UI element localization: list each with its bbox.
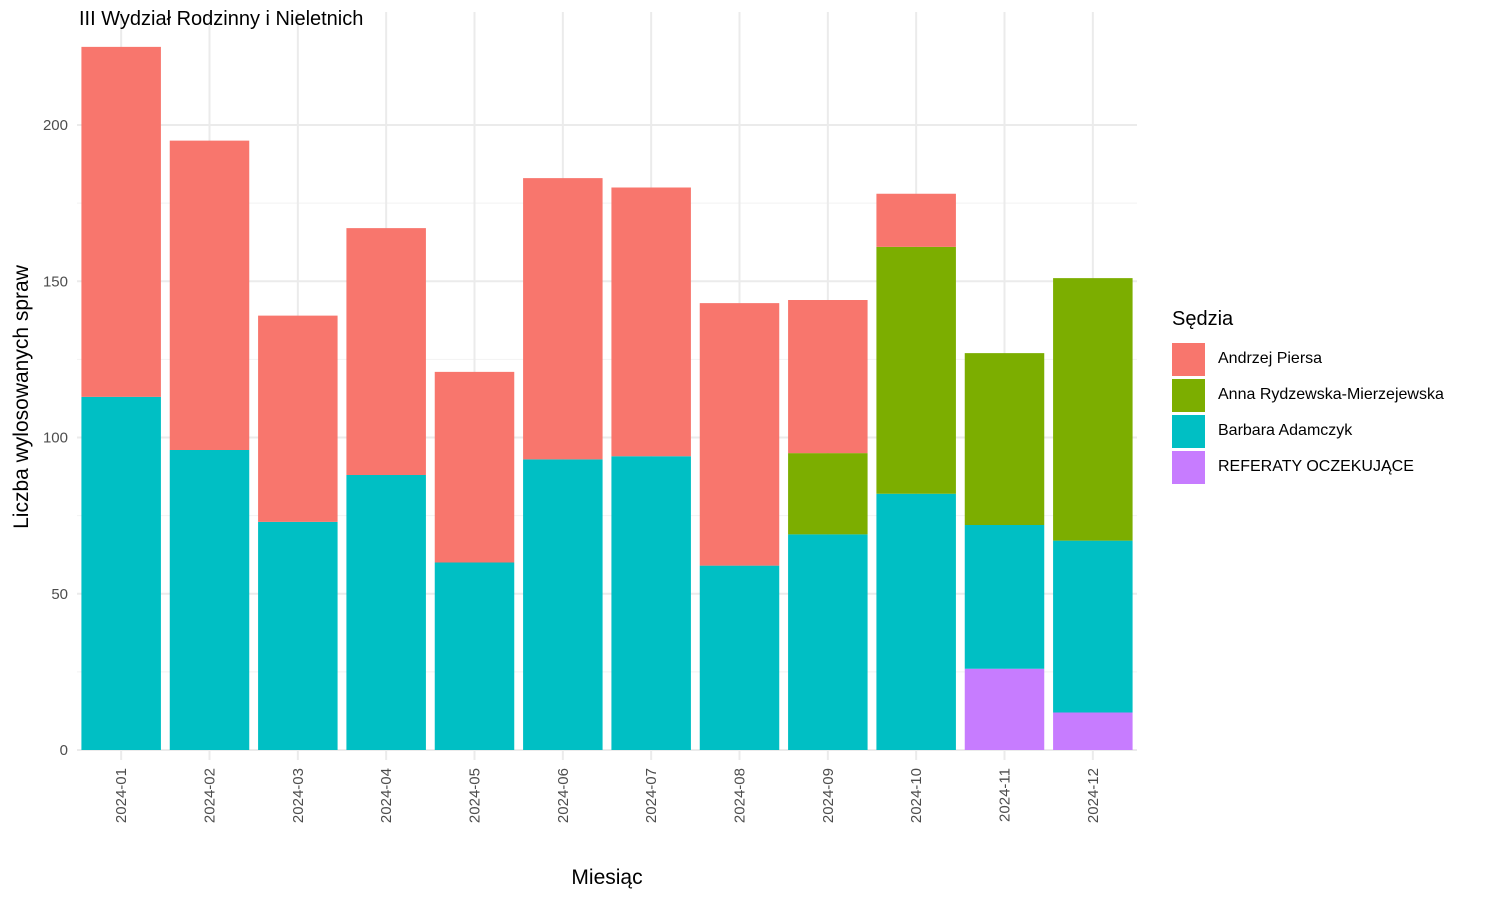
bar-segment: [258, 315, 338, 522]
x-tick-label: 2024-06: [555, 768, 572, 823]
legend-key: [1172, 378, 1205, 412]
bar-segment: [964, 668, 1045, 750]
legend-label: REFERATY OCZEKUJĄCE: [1218, 458, 1414, 475]
bars: [81, 46, 1133, 750]
bar-segment: [699, 565, 780, 750]
x-tick-label: 2024-09: [820, 768, 837, 823]
bar-segment: [611, 456, 691, 750]
bar-segment: [1053, 540, 1133, 713]
x-tick-label: 2024-03: [290, 768, 307, 823]
x-tick-label: 2024-08: [732, 768, 749, 823]
x-tick-label: 2024-11: [997, 768, 1014, 822]
legend-label: Barbara Adamczyk: [1218, 422, 1353, 439]
bar-segment: [523, 459, 603, 750]
bar-segment: [169, 450, 250, 750]
x-tick-label: 2024-02: [202, 768, 219, 823]
x-tick-labels: 2024-01 2024-02 2024-03 2024-04 2024-05 2024-…: [113, 768, 1102, 823]
bar-segment: [788, 453, 868, 535]
legend: Sędzia Andrzej Piersa Anna Rydzewska-Mier…: [1172, 308, 1444, 485]
bar-segment: [434, 371, 515, 563]
bar-segment: [258, 521, 338, 750]
legend-title: Sędzia: [1172, 308, 1234, 330]
legend-item: Barbara Adamczyk: [1172, 413, 1444, 449]
chart-title: III Wydział Rodzinny i Nieletnich: [79, 8, 364, 30]
y-tick-label: 150: [43, 273, 68, 290]
bar-segment: [81, 396, 161, 750]
bar-segment: [1053, 712, 1133, 750]
legend-label: Anna Rydzewska-Mierzejewska: [1218, 386, 1444, 403]
y-tick-label: 50: [51, 586, 68, 603]
legend-label: Andrzej Piersa: [1218, 350, 1323, 367]
bar-segment: [434, 562, 515, 750]
bar-segment: [699, 303, 780, 566]
bar-segment: [964, 353, 1045, 525]
legend-items: Andrzej Piersa Anna Rydzewska-Mierzejewsk…: [1172, 341, 1444, 485]
bar-segment: [964, 525, 1045, 669]
y-tick-label: 100: [43, 430, 68, 447]
bar-segment: [81, 46, 161, 397]
bar-segment: [611, 187, 691, 457]
bar-segment: [788, 300, 868, 454]
bar-segment: [876, 246, 956, 494]
legend-item: Andrzej Piersa: [1172, 341, 1444, 377]
bar-segment: [876, 193, 956, 247]
legend-key: [1172, 450, 1205, 484]
bar-segment: [346, 475, 426, 750]
bar-segment: [523, 178, 603, 460]
legend-key: [1172, 414, 1205, 448]
y-tick-labels: 0 50 100 150 200: [43, 117, 68, 759]
x-tick-label: 2024-07: [643, 768, 660, 823]
bar-segment: [1053, 278, 1133, 541]
legend-item: REFERATY OCZEKUJĄCE: [1172, 449, 1444, 485]
legend-item: Anna Rydzewska-Mierzejewska: [1172, 377, 1444, 413]
x-tick-label: 2024-01: [113, 768, 130, 823]
x-tick-label: 2024-10: [908, 768, 925, 823]
x-axis-label: Miesiąc: [571, 866, 643, 889]
x-tick-label: 2024-12: [1085, 768, 1102, 823]
x-tick-label: 2024-04: [378, 768, 395, 823]
bar-segment: [346, 228, 426, 475]
y-tick-label: 0: [60, 742, 68, 759]
y-tick-label: 200: [43, 117, 68, 134]
x-tick-label: 2024-05: [467, 768, 484, 823]
legend-key: [1172, 342, 1205, 376]
bar-segment: [788, 534, 868, 750]
bar-segment: [169, 140, 250, 450]
y-axis-label: Liczba wylosowanych spraw: [10, 265, 33, 529]
bar-segment: [876, 493, 956, 750]
